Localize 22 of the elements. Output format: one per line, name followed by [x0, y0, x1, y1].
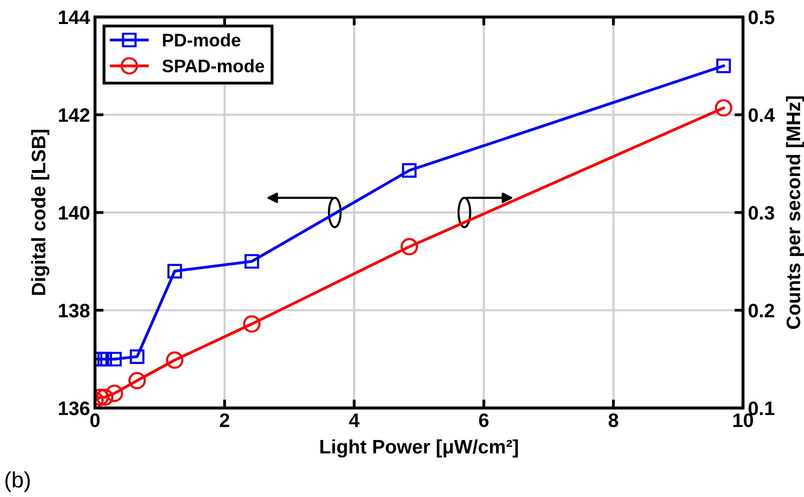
y2-tick-label: 0.1 [748, 401, 774, 416]
legend-label: SPAD-mode [162, 59, 264, 72]
y-tick-label: 138 [58, 304, 90, 318]
y-tick-label: 144 [58, 10, 90, 24]
x-axis-title: Light Power [μW/cm²] [320, 439, 518, 458]
text: (b) [5, 471, 30, 492]
x-tick-label: 0 [90, 413, 100, 428]
x-tick-label: 2 [220, 413, 230, 427]
y-tick-label: 142 [58, 108, 90, 122]
y-tick-label: 140 [58, 206, 90, 220]
y-tick-label: 136 [58, 401, 90, 416]
y2-tick-label: 0.2 [748, 304, 774, 318]
legend-label: PD-mode [163, 33, 240, 47]
y2-tick-label: 0.5 [748, 10, 774, 24]
x-tick-label: 6 [479, 413, 489, 428]
x-tick-label: 4 [349, 414, 360, 427]
y2-tick-label: 0.3 [748, 206, 774, 220]
y-axis-title: Digital code [LSB] [31, 130, 50, 295]
x-tick-label: 10 [733, 413, 754, 428]
y2-tick-label: 0.4 [748, 108, 775, 122]
y2-axis-title: Counts per second [MHz] [786, 96, 804, 329]
x-tick-label: 8 [608, 413, 618, 428]
